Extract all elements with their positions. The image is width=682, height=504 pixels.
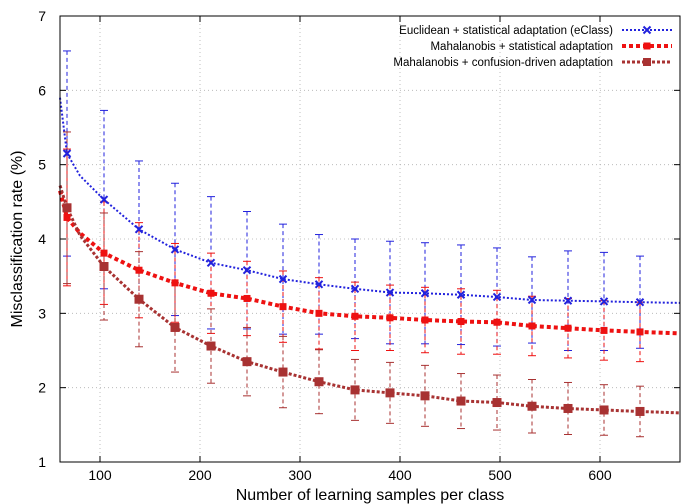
data-point bbox=[456, 290, 466, 299]
y-tick-label: 3 bbox=[38, 305, 46, 321]
data-point bbox=[457, 318, 465, 326]
data-point bbox=[170, 322, 180, 332]
data-point bbox=[563, 296, 573, 305]
data-point bbox=[527, 295, 537, 305]
legend-label: Euclidean + statistical adaptation (eCla… bbox=[399, 25, 613, 37]
data-point bbox=[564, 324, 572, 332]
data-point bbox=[528, 322, 536, 330]
data-point bbox=[134, 225, 144, 234]
data-point bbox=[206, 341, 216, 351]
data-point bbox=[385, 388, 395, 398]
data-point bbox=[421, 316, 429, 324]
x-axis-title: Number of learning samples per class bbox=[236, 487, 505, 504]
legend-swatch-marker bbox=[642, 25, 652, 35]
data-point bbox=[492, 398, 502, 408]
y-tick-label: 4 bbox=[38, 231, 46, 247]
grid bbox=[60, 16, 680, 462]
data-point bbox=[62, 149, 72, 158]
series-markers bbox=[62, 149, 645, 416]
data-point bbox=[279, 303, 287, 311]
y-tick-label: 2 bbox=[38, 380, 46, 396]
data-point bbox=[635, 297, 645, 307]
series-line bbox=[58, 190, 681, 336]
data-point bbox=[314, 377, 324, 387]
data-point bbox=[386, 314, 394, 322]
data-point bbox=[420, 289, 430, 298]
legend-label: Mahalanobis + confusion-driven adaptatio… bbox=[393, 57, 613, 69]
data-point bbox=[420, 391, 430, 401]
x-tick-label: 400 bbox=[388, 467, 412, 483]
legend-label: Mahalanobis + statistical adaptation bbox=[430, 41, 613, 53]
data-point bbox=[62, 203, 72, 213]
data-point bbox=[351, 312, 359, 320]
data-point bbox=[207, 289, 215, 297]
data-point bbox=[527, 401, 537, 411]
series-line bbox=[59, 97, 681, 304]
y-tick-label: 1 bbox=[38, 454, 46, 470]
data-point bbox=[134, 294, 144, 304]
data-point bbox=[315, 309, 323, 317]
data-point bbox=[314, 280, 324, 289]
data-point bbox=[135, 266, 143, 274]
data-point bbox=[600, 326, 608, 334]
data-point bbox=[563, 403, 573, 413]
data-point bbox=[99, 262, 109, 272]
data-point bbox=[456, 396, 466, 406]
data-point bbox=[242, 357, 252, 367]
data-point bbox=[635, 406, 645, 416]
data-point bbox=[206, 258, 216, 267]
data-point bbox=[242, 266, 252, 275]
x-tick-label: 600 bbox=[588, 467, 612, 483]
data-point bbox=[350, 284, 360, 294]
data-point bbox=[170, 245, 180, 254]
legend: Euclidean + statistical adaptation (eCla… bbox=[393, 25, 672, 69]
x-tick-label: 100 bbox=[88, 467, 112, 483]
data-point bbox=[599, 297, 609, 306]
data-point bbox=[636, 328, 644, 336]
data-point bbox=[278, 367, 288, 377]
legend-swatch-marker bbox=[643, 42, 651, 50]
legend-swatch-marker bbox=[643, 58, 651, 66]
data-point bbox=[243, 294, 251, 302]
y-tick-label: 7 bbox=[38, 8, 46, 24]
y-axis-title: Misclassification rate (%) bbox=[9, 151, 26, 328]
data-point bbox=[492, 292, 502, 302]
data-point bbox=[278, 274, 288, 284]
data-point bbox=[385, 288, 395, 297]
series-line bbox=[58, 185, 681, 415]
error-bars bbox=[63, 50, 644, 438]
data-point bbox=[100, 249, 108, 257]
x-tick-label: 500 bbox=[488, 467, 512, 483]
data-point bbox=[63, 213, 71, 221]
data-point bbox=[599, 405, 609, 415]
y-tick-label: 6 bbox=[38, 82, 46, 98]
data-point bbox=[493, 318, 501, 326]
y-tick-label: 5 bbox=[38, 157, 46, 173]
x-tick-label: 300 bbox=[288, 467, 312, 483]
data-point bbox=[171, 279, 179, 287]
data-point bbox=[350, 385, 360, 395]
data-point bbox=[99, 195, 109, 204]
series-lines bbox=[58, 97, 681, 415]
axis-ticks: 100 200 300 400 500 600 1 2 3 4 5 6 7 bbox=[38, 8, 680, 483]
x-tick-label: 200 bbox=[188, 467, 212, 483]
